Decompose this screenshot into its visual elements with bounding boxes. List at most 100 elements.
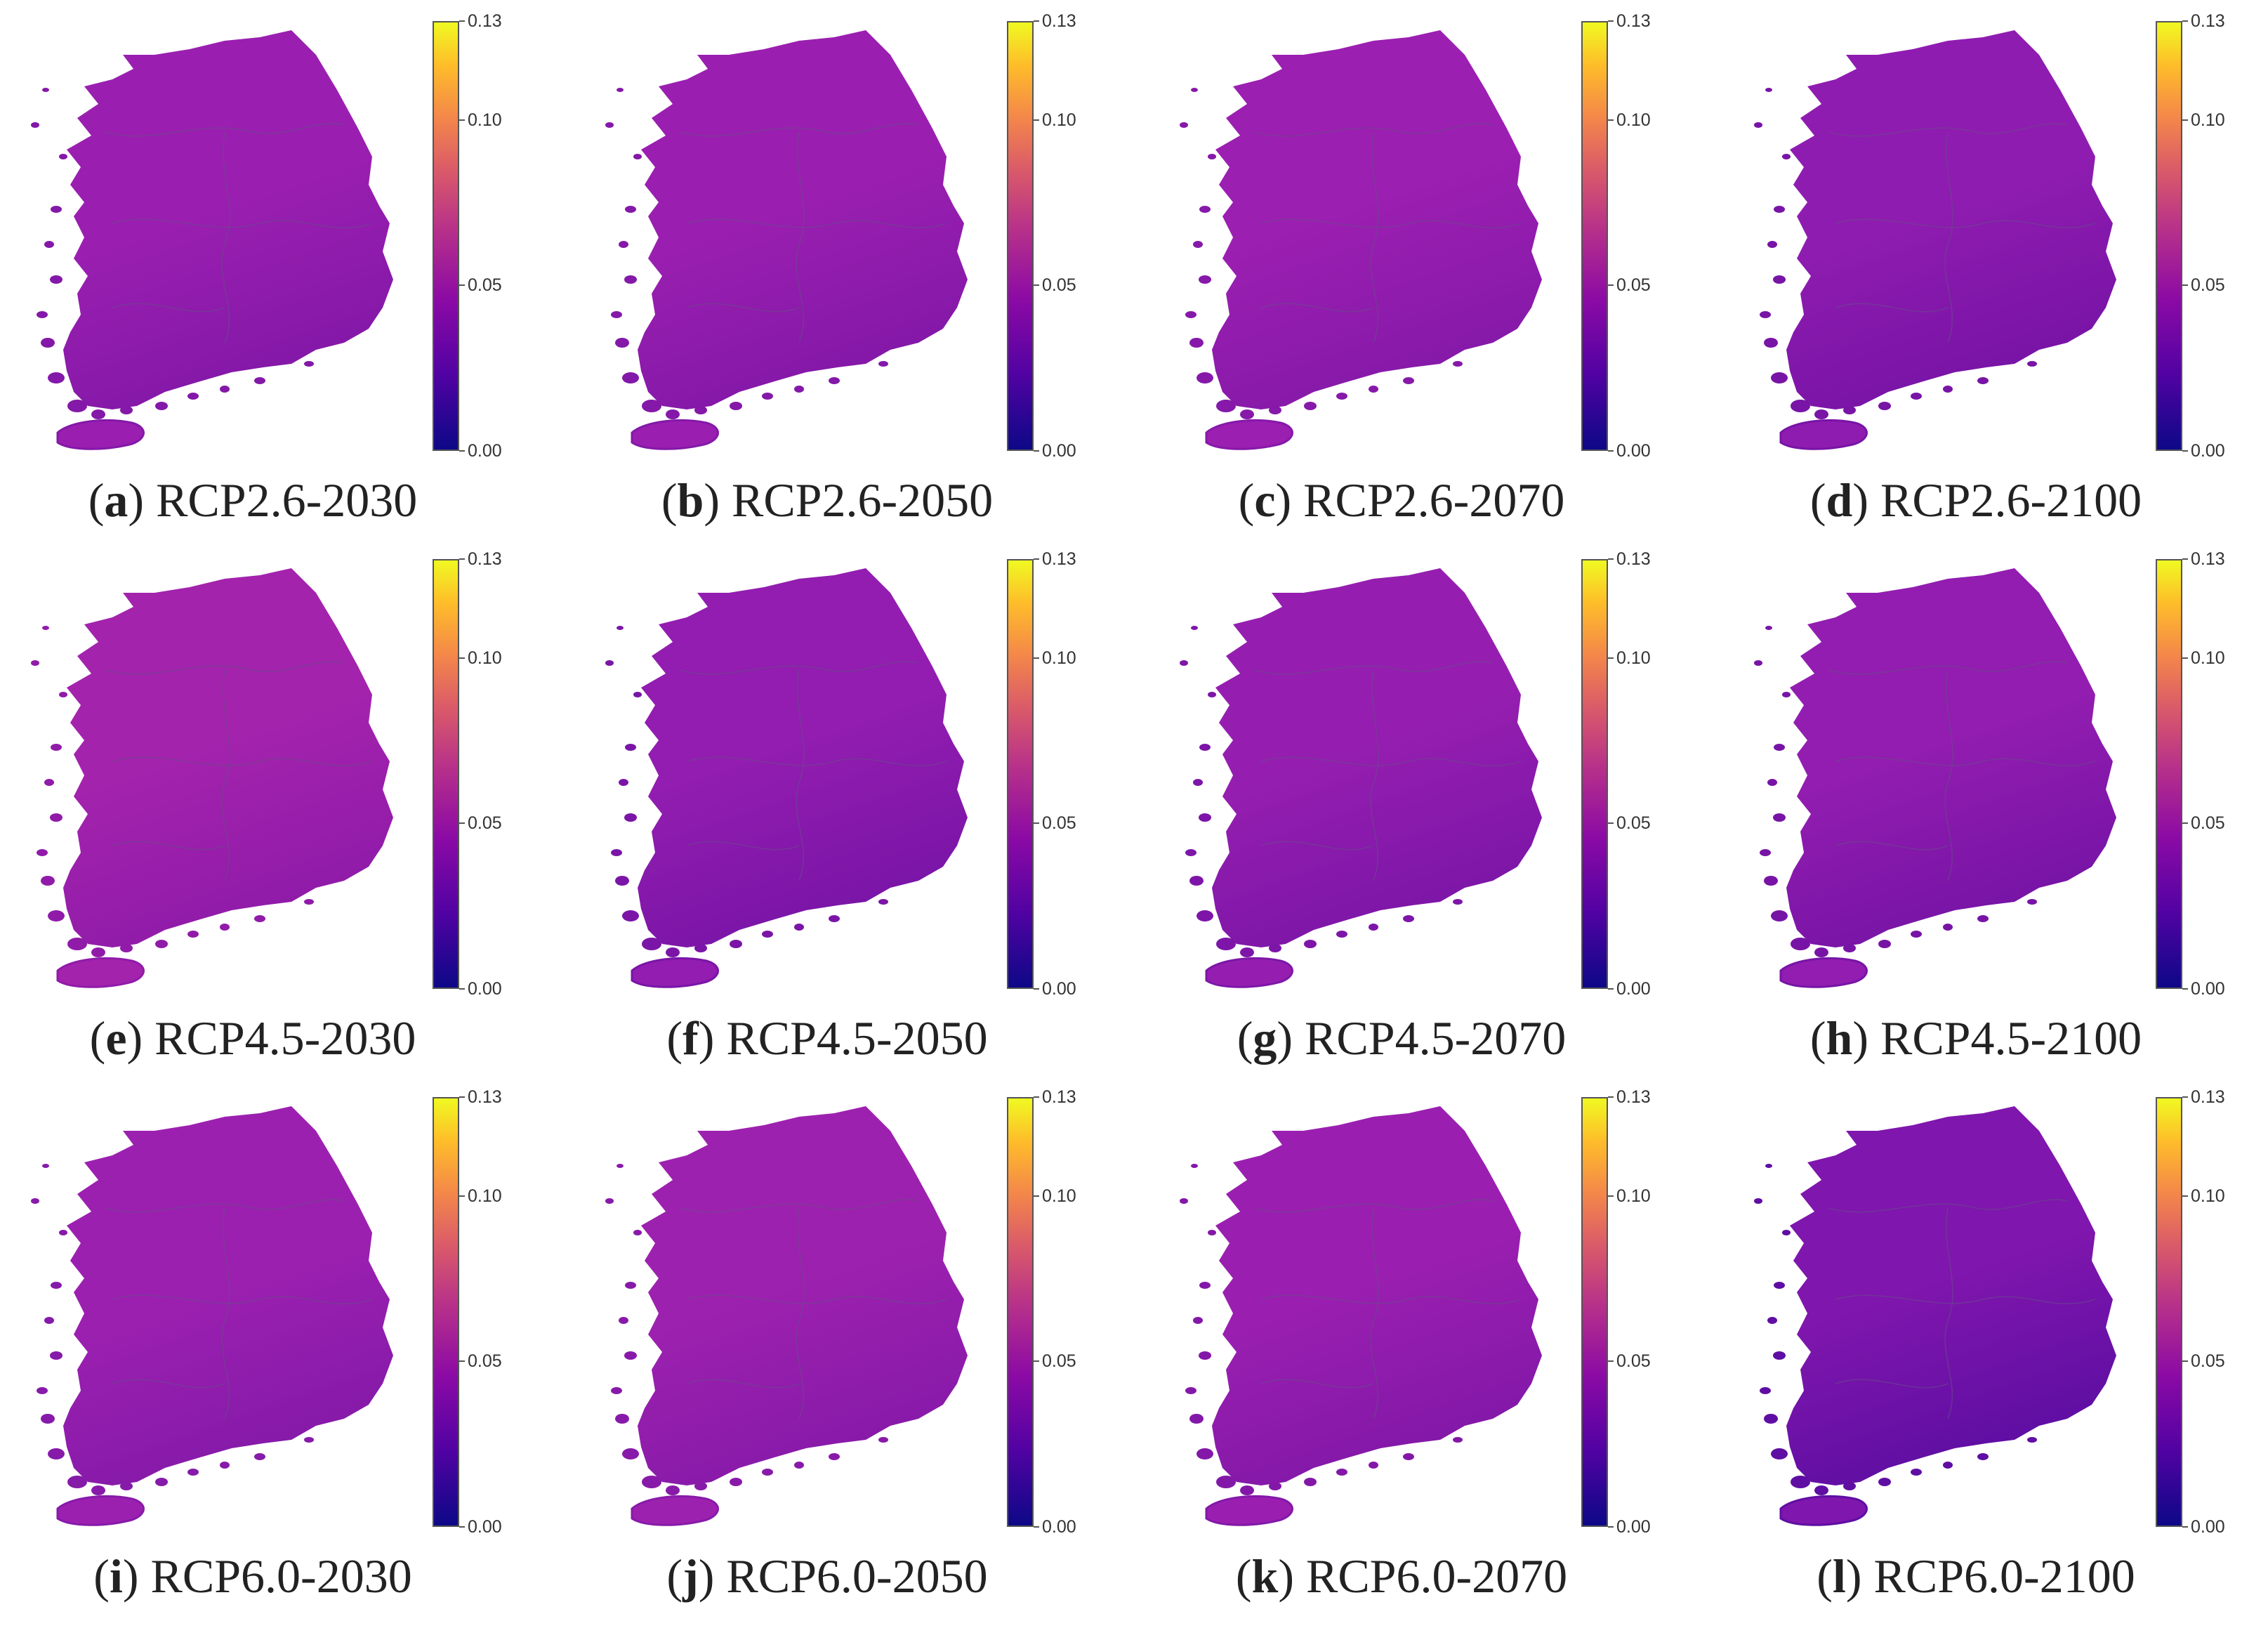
map-panel-e: 0.13 0.10 0.05 0.00 (e) RCP4.5-2030: [0, 538, 567, 1086]
colorbar-tick-mark: [2182, 1195, 2188, 1197]
colorbar-tick-label: 0.00: [1616, 979, 1651, 999]
province-boundary: [686, 756, 947, 767]
colorbar-tick-mark: [1034, 119, 1039, 121]
colorbar-tick-label: 0.13: [2191, 549, 2225, 569]
colorbar-tick-mark: [459, 119, 465, 121]
coastal-island: [50, 813, 62, 822]
coastal-island: [619, 779, 628, 786]
coastal-island: [254, 915, 265, 922]
panel-letter: k: [1251, 1549, 1279, 1603]
coastal-island: [1774, 744, 1785, 751]
coastal-island: [1774, 1282, 1785, 1289]
province-boundary: [112, 218, 373, 229]
colorbar-tick-mark: [1608, 1195, 1614, 1197]
coastal-island: [1336, 1469, 1347, 1476]
coastal-island: [187, 1469, 199, 1476]
panel-letter: j: [683, 1549, 699, 1603]
coastal-island: [762, 393, 773, 400]
korea-map: [1754, 30, 2116, 450]
colorbar-tick-label: 0.05: [1042, 1351, 1076, 1372]
coastal-island: [694, 944, 707, 952]
colorbar-tick-mark: [2182, 1526, 2188, 1528]
jeju-island: [631, 1495, 719, 1526]
province-boundary: [112, 841, 225, 851]
coastal-island: [1760, 311, 1771, 318]
coastal-island: [1765, 626, 1772, 630]
panel-letter: l: [1832, 1549, 1846, 1603]
map-panel-a: 0.13 0.10 0.05 0.00 (a) RCP2.6-2030: [0, 0, 567, 548]
korea-map: [31, 568, 393, 988]
panel-letter: a: [104, 473, 128, 527]
coastal-island: [622, 910, 639, 921]
coastal-island: [615, 338, 629, 348]
coastal-island: [1773, 275, 1786, 284]
mainland-region: [1212, 1106, 1542, 1485]
jeju-island: [1779, 957, 1868, 988]
coastal-island: [624, 813, 637, 822]
coastal-island: [1191, 1164, 1198, 1168]
coastal-island: [254, 377, 265, 384]
coastal-island: [1791, 938, 1810, 950]
coastal-island: [187, 931, 199, 938]
province-boundary: [1260, 841, 1374, 851]
colorbar-tick-mark: [1034, 1360, 1039, 1363]
province-boundary: [1370, 131, 1379, 343]
coastal-island: [1216, 400, 1236, 412]
coastal-island: [633, 692, 642, 697]
panel-letter: h: [1826, 1011, 1853, 1065]
coastal-island: [617, 1164, 624, 1168]
coastal-island: [1814, 1485, 1828, 1495]
province-boundary: [112, 1294, 373, 1305]
colorbar-tick-label: 0.00: [1042, 441, 1076, 461]
colorbar-tick-mark: [1608, 558, 1614, 560]
province-boundary: [221, 131, 230, 343]
colorbar-tick-mark: [2182, 119, 2188, 121]
colorbar-tick-mark: [459, 284, 465, 287]
province-boundary: [1835, 1379, 1949, 1389]
korea-map: [605, 30, 968, 450]
colorbar-tick-label: 0.13: [1616, 11, 1651, 31]
jeju-island: [1779, 419, 1868, 450]
mainland-region: [1212, 568, 1542, 947]
coastal-island: [1269, 1482, 1281, 1490]
coastal-island: [1216, 938, 1236, 950]
province-boundary: [796, 669, 805, 881]
coastal-island: [1977, 1453, 1989, 1460]
coastal-island: [1771, 1448, 1788, 1459]
colorbar-tick-mark: [1034, 822, 1039, 825]
province-boundary: [796, 131, 805, 343]
coastal-island: [619, 1317, 628, 1324]
colorbar-tick-mark: [1034, 1096, 1039, 1098]
colorbar-tick-mark: [1034, 1526, 1039, 1528]
colorbar-tick-mark: [459, 1360, 465, 1363]
coastal-island: [611, 311, 622, 318]
mainland-region: [63, 30, 393, 409]
coastal-island: [1878, 402, 1891, 410]
jeju-island: [56, 957, 145, 988]
panel-caption: (l) RCP6.0-2100: [1817, 1549, 2135, 1603]
coastal-island: [1208, 154, 1216, 159]
coastal-island: [44, 779, 54, 786]
coastal-island: [633, 154, 642, 159]
coastal-island: [794, 1462, 804, 1469]
jeju-island: [56, 1495, 145, 1526]
coastal-island: [304, 361, 314, 367]
panel-title: RCP4.5-2070: [1305, 1011, 1567, 1065]
coastal-island: [41, 338, 55, 348]
coastal-island: [1193, 241, 1203, 248]
colorbar-tick-mark: [1608, 822, 1614, 825]
coastal-island: [642, 938, 661, 950]
coastal-island: [1403, 915, 1414, 922]
coastal-island: [694, 1482, 707, 1490]
panel-title: RCP6.0-2050: [726, 1549, 988, 1603]
coastal-island: [67, 938, 87, 950]
coastal-island: [1774, 206, 1785, 213]
colorbar-tick-label: 0.10: [1042, 1186, 1076, 1206]
coastal-island: [611, 849, 622, 856]
coastal-island: [2027, 1437, 2037, 1443]
province-boundary: [1253, 123, 1494, 137]
coastal-island: [1911, 1469, 1922, 1476]
coastal-island: [51, 744, 62, 751]
province-boundary: [1370, 669, 1379, 881]
